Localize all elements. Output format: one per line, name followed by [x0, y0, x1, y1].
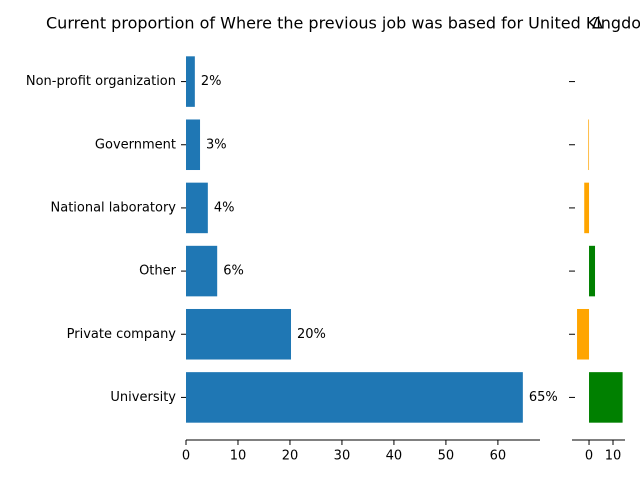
bar	[186, 119, 201, 171]
value-label: 4%	[214, 200, 235, 215]
bar	[186, 56, 195, 107]
y-tick-label: University	[110, 390, 176, 405]
x-tick-label: 0	[585, 449, 593, 464]
x-tick-label: 10	[605, 449, 622, 464]
x-tick-label: 50	[438, 449, 455, 464]
value-label: 65%	[529, 390, 558, 405]
bar	[577, 308, 590, 360]
x-tick-label: 40	[386, 449, 403, 464]
bar	[589, 372, 623, 423]
value-label: 6%	[223, 264, 244, 279]
chart-title: Current proportion of Where the previous…	[46, 14, 640, 33]
x-tick-label: 60	[490, 449, 507, 464]
x-tick-label: 0	[182, 449, 190, 464]
bar	[186, 372, 523, 423]
y-tick-label: Private company	[67, 327, 177, 342]
bar	[588, 119, 590, 171]
bar	[186, 182, 208, 234]
y-tick-label: National laboratory	[51, 200, 177, 215]
x-tick-label: 10	[230, 449, 247, 464]
x-tick-label: 30	[334, 449, 351, 464]
value-label: 2%	[201, 74, 222, 89]
value-label: 3%	[206, 137, 227, 152]
bar	[584, 182, 590, 234]
y-tick-label: Government	[95, 137, 176, 152]
bar	[589, 245, 596, 297]
x-tick-label: 20	[282, 449, 299, 464]
y-tick-label: Non-profit organization	[26, 74, 176, 89]
delta-title: Δ	[592, 14, 603, 33]
bar	[186, 308, 292, 360]
value-label: 20%	[297, 327, 326, 342]
bar	[186, 245, 218, 297]
y-tick-label: Other	[139, 264, 177, 279]
